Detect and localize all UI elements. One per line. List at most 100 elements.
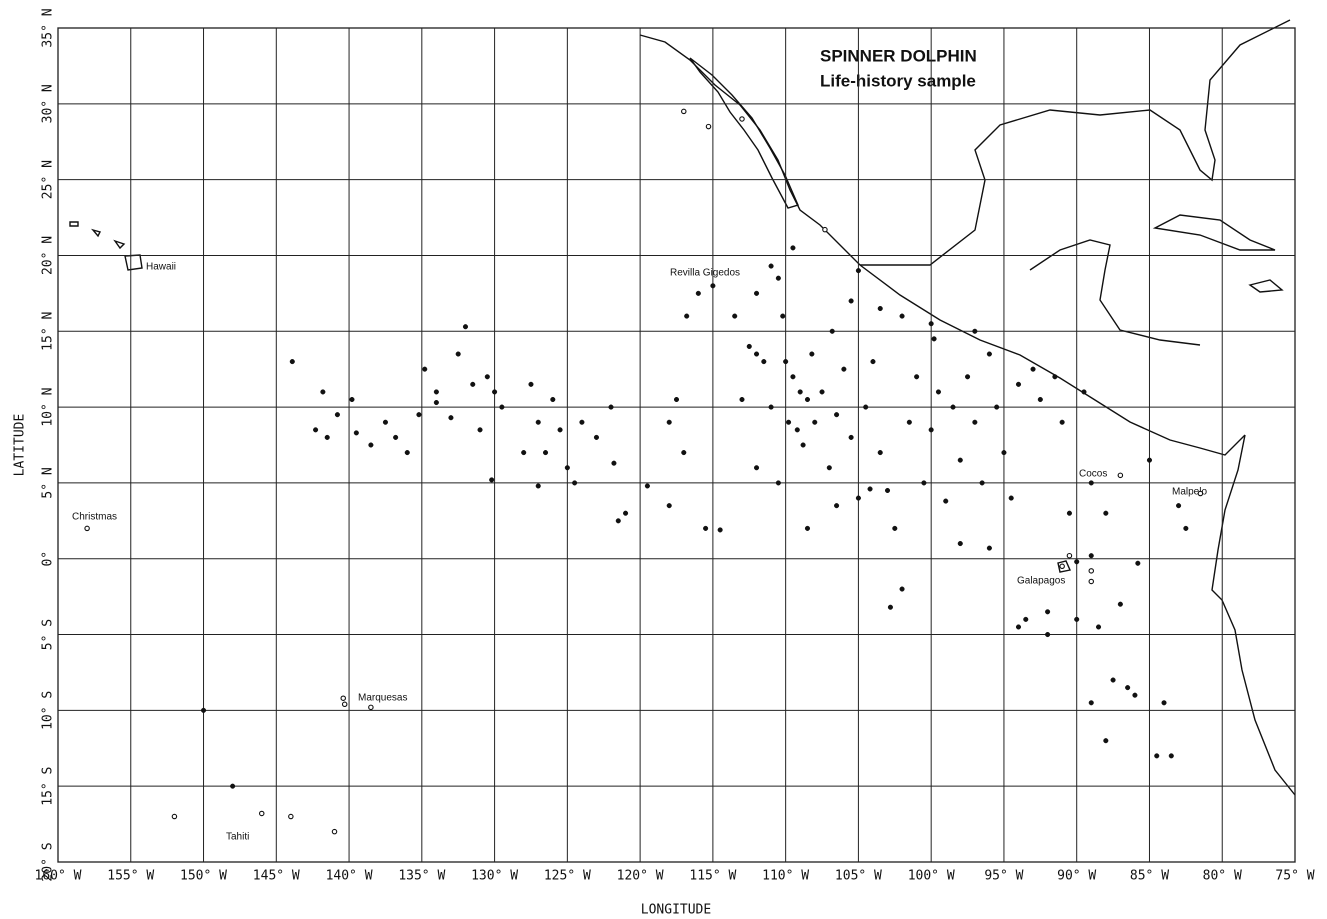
sample-point [822, 226, 828, 233]
sample-point [935, 389, 942, 395]
sample-point [535, 419, 541, 425]
sample-point [1125, 685, 1131, 691]
sample-point [528, 381, 534, 387]
sample-point [422, 366, 428, 372]
sample-point [797, 389, 803, 395]
sample-point [462, 324, 469, 330]
sample-point [957, 541, 963, 547]
sample-point [230, 783, 236, 789]
x-tick-label: 85° W [1130, 869, 1169, 884]
sample-point [1045, 609, 1051, 615]
y-tick-label: 5° N [41, 467, 56, 498]
y-tick-label: 5° S [41, 619, 56, 650]
x-tick-label: 130° W [471, 869, 518, 884]
sample-point [579, 419, 585, 425]
sample-point [331, 828, 338, 835]
sample-point [877, 450, 883, 456]
sample-point [550, 396, 556, 403]
sample-point [753, 351, 760, 357]
sample-point [887, 604, 893, 610]
sample-point [1168, 753, 1174, 759]
coast-cuba [1152, 214, 1276, 251]
sample-point [1103, 738, 1109, 744]
x-tick-label: 115° W [689, 869, 736, 884]
x-tick-label: 90° W [1057, 869, 1096, 884]
island-label: Malpelo [1172, 487, 1207, 498]
sample-point [673, 396, 680, 403]
sample-point [1088, 553, 1094, 559]
sample-point [489, 477, 495, 483]
sample-point [979, 480, 985, 486]
sample-point [804, 525, 811, 531]
sample-point [324, 434, 330, 440]
sample-point [382, 419, 388, 425]
plot-frame [57, 27, 1296, 863]
sample-point [768, 263, 774, 269]
coast-north-america [639, 34, 1246, 456]
sample-point [957, 457, 963, 463]
sample-point [943, 498, 949, 504]
x-tick-label: 110° W [762, 869, 809, 884]
sample-point [812, 419, 818, 425]
x-tick-label: 140° W [326, 869, 373, 884]
sample-point [931, 336, 937, 342]
sample-point [1052, 374, 1058, 380]
sample-point [288, 813, 294, 820]
island-label: Marquesas [358, 693, 407, 704]
y-tick-label: 20° S [41, 842, 56, 881]
sample-point [1008, 495, 1014, 501]
sample-point [877, 305, 883, 312]
y-tick-label: 15° S [41, 767, 56, 806]
sample-point [477, 427, 483, 433]
sample-point [695, 290, 701, 296]
x-tick-label: 135° W [398, 869, 445, 884]
sample-point [710, 283, 716, 289]
sample-point [1074, 559, 1080, 565]
sample-point [775, 275, 781, 281]
sample-point [834, 412, 840, 418]
sample-point [739, 116, 745, 122]
sample-point [666, 419, 672, 425]
y-tick-label: 25° N [41, 160, 56, 199]
sample-point [1176, 503, 1182, 509]
sample-point [455, 351, 461, 357]
sample-point [790, 374, 796, 380]
sample-point [867, 486, 873, 492]
sample-point [433, 399, 439, 406]
sample-point [393, 434, 399, 440]
sample-point [1023, 616, 1029, 622]
island-label: Tahiti [226, 832, 249, 843]
x-tick-label: 75° W [1275, 869, 1314, 884]
sample-point [1117, 601, 1123, 607]
sample-point [535, 483, 541, 489]
sample-point [470, 381, 476, 387]
coast-gulf-of-mexico [860, 19, 1291, 266]
sample-point [950, 404, 956, 410]
y-tick-label: 20° N [41, 236, 56, 275]
sample-point [829, 328, 835, 334]
x-tick-label: 120° W [617, 869, 664, 884]
sample-point [1154, 753, 1160, 759]
sample-point [1088, 700, 1094, 706]
sample-point [564, 465, 570, 471]
coast-galapagos [1057, 560, 1071, 573]
y-tick-label: 10° S [41, 691, 56, 730]
sample-point [499, 404, 505, 410]
sample-point [899, 313, 905, 319]
sample-point [353, 430, 359, 436]
sample-point [1161, 700, 1167, 706]
sample-point [1001, 450, 1007, 456]
sample-point [1146, 457, 1153, 463]
sample-point [761, 359, 767, 365]
y-tick-label: 0° [41, 551, 56, 567]
sample-point [313, 427, 319, 433]
sample-point [1103, 510, 1109, 516]
sample-point [289, 359, 295, 365]
sample-point [334, 412, 340, 418]
sample-point [928, 427, 934, 433]
sample-point [1081, 389, 1087, 395]
sample-point [780, 313, 786, 319]
sample-point [1117, 472, 1124, 479]
sample-point [1088, 578, 1095, 585]
